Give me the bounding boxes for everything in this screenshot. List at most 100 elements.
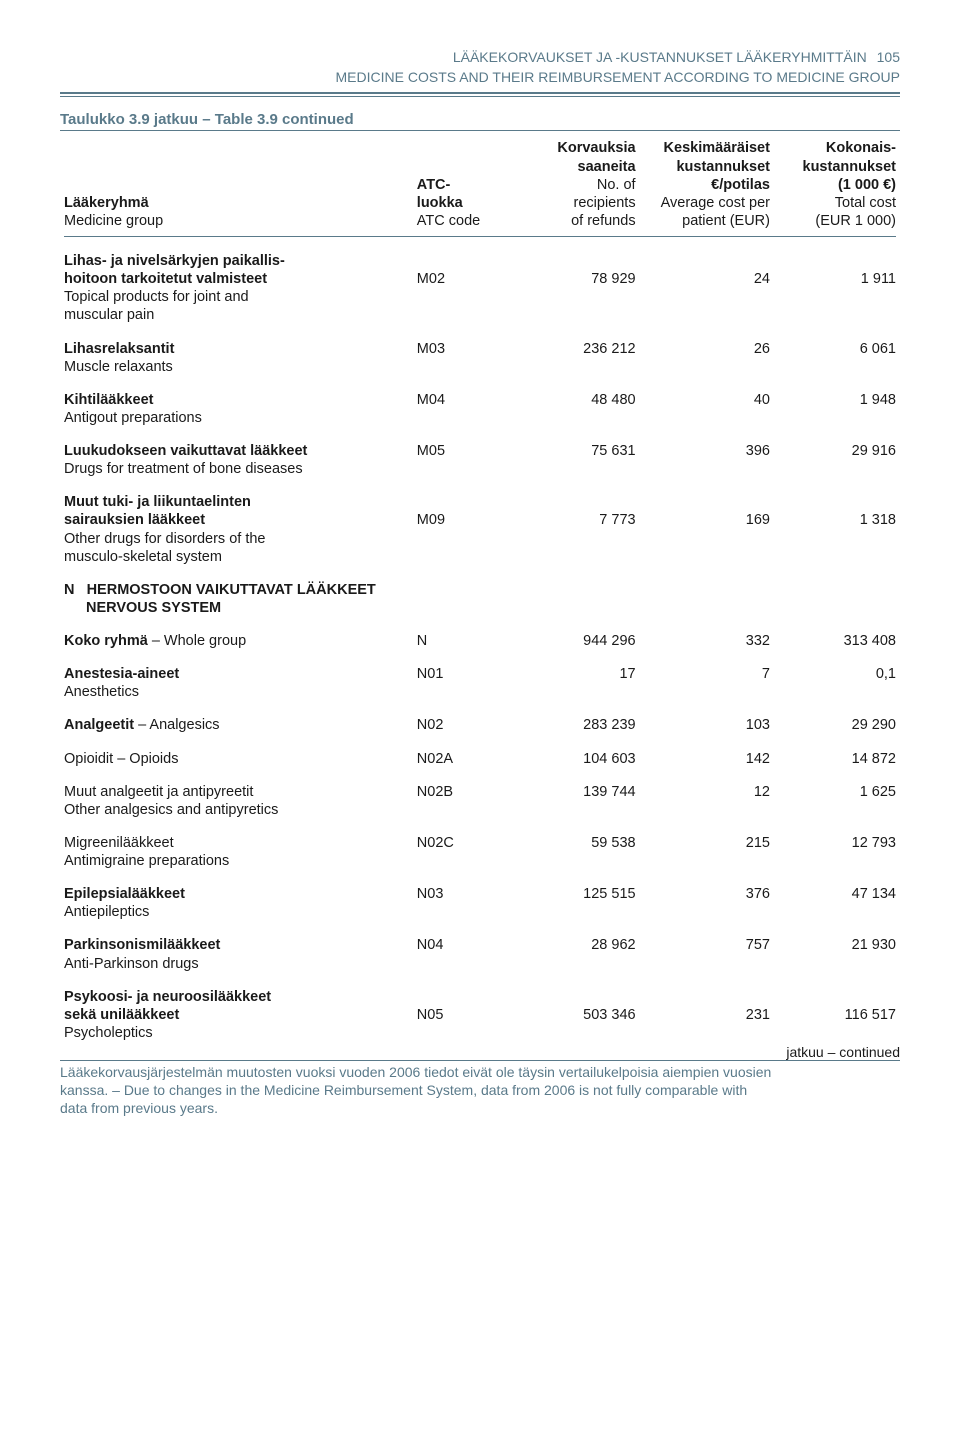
col3-l2: saaneita: [578, 159, 636, 175]
table-row: muscular pain: [60, 306, 900, 324]
col3-l5: of refunds: [571, 213, 636, 229]
cell-total: 47 134: [774, 885, 900, 903]
col5-l2: kustannukset: [803, 159, 896, 175]
col4-l5: patient (EUR): [682, 213, 770, 229]
table-row: Kihtilääkkeet M04 48 480 40 1 948: [60, 391, 900, 409]
table-row: Antiepileptics: [60, 903, 900, 921]
table-row: sekä unilääkkeet N05 503 346 231 116 517: [60, 1006, 900, 1024]
cell-total: 6 061: [774, 340, 900, 358]
col2-l1: ATC-: [417, 177, 451, 193]
footnote-l3: data from previous years.: [60, 1100, 218, 1116]
col1-l1: Lääkeryhmä: [64, 195, 149, 211]
continued-label: jatkuu – continued: [60, 1044, 900, 1060]
cell-total: 313 408: [774, 632, 900, 650]
col5-l5: (EUR 1 000): [815, 213, 896, 229]
cell-total: 14 872: [774, 750, 900, 768]
table-row: Epilepsialääkkeet N03 125 515 376 47 134: [60, 885, 900, 903]
page-header: LÄÄKEKORVAUKSET JA -KUSTANNUKSET LÄÄKERY…: [60, 48, 900, 86]
cell-recipients: 944 296: [505, 632, 639, 650]
row-label: Parkinsonismilääkkeet: [64, 937, 220, 953]
row-label: Lihasrelaksantit: [64, 341, 174, 357]
table-row: Parkinsonismilääkkeet N04 28 962 757 21 …: [60, 936, 900, 954]
table-title: Taulukko 3.9 jatkuu – Table 3.9 continue…: [60, 111, 900, 128]
cell-avg: 231: [640, 1006, 774, 1024]
col-atc: ATC- luokka ATC code: [413, 131, 505, 236]
table-row: Antigout preparations: [60, 409, 900, 427]
cell-recipients: 283 239: [505, 716, 639, 734]
cell-total: 1 948: [774, 391, 900, 409]
cell-atc: N03: [413, 885, 505, 903]
cell-recipients: 59 538: [505, 834, 639, 852]
cell-recipients: 104 603: [505, 750, 639, 768]
row-label: sairauksien lääkkeet: [64, 512, 205, 528]
cell-recipients: 28 962: [505, 936, 639, 954]
cell-atc: N04: [413, 936, 505, 954]
cell-atc: M05: [413, 442, 505, 460]
cell-total: 1 911: [774, 270, 900, 288]
cell-avg: 40: [640, 391, 774, 409]
cell-total: 29 290: [774, 716, 900, 734]
col5-l4: Total cost: [835, 195, 896, 211]
row-label: Anestesia-aineet: [64, 666, 179, 682]
cell-total: 21 930: [774, 936, 900, 954]
section-header: N HERMOSTOON VAIKUTTAVAT LÄÄKKEET NERVOU…: [60, 581, 900, 617]
table-row: Muut tuki- ja liikuntaelinten: [60, 493, 900, 511]
row-sublabel: – Whole group: [148, 633, 246, 649]
row-label: sekä unilääkkeet: [64, 1007, 179, 1023]
table-row: Migreenilääkkeet N02C 59 538 215 12 793: [60, 834, 900, 852]
row-label: Muut tuki- ja liikuntaelinten: [64, 494, 251, 510]
col-medicine-group: Lääkeryhmä Medicine group: [60, 131, 413, 236]
row-label: Analgeetit: [64, 717, 134, 733]
row-label: hoitoon tarkoitetut valmisteet: [64, 271, 267, 287]
cell-recipients: 78 929: [505, 270, 639, 288]
row-sublabel: Antiepileptics: [60, 903, 413, 921]
col3-l1: Korvauksia: [557, 140, 635, 156]
table-row: Anestesia-aineet N01 17 7 0,1: [60, 665, 900, 683]
footnote-l1: Lääkekorvausjärjestelmän muutosten vuoks…: [60, 1064, 771, 1080]
section-letter: N: [64, 582, 74, 598]
table-row: Muut analgeetit ja antipyreetit N02B 139…: [60, 783, 900, 801]
table-row: sairauksien lääkkeet M09 7 773 169 1 318: [60, 511, 900, 529]
row-label: Koko ryhmä: [64, 633, 148, 649]
table-row: Lihasrelaksantit M03 236 212 26 6 061: [60, 340, 900, 358]
table-row: Luukudokseen vaikuttavat lääkkeet M05 75…: [60, 442, 900, 460]
cell-atc: N02: [413, 716, 505, 734]
cell-avg: 7: [640, 665, 774, 683]
header-line1: LÄÄKEKORVAUKSET JA -KUSTANNUKSET LÄÄKERY…: [453, 49, 867, 65]
cell-avg: 103: [640, 716, 774, 734]
cell-recipients: 48 480: [505, 391, 639, 409]
section-title: HERMOSTOON VAIKUTTAVAT LÄÄKKEET: [87, 582, 376, 598]
cell-total: 29 916: [774, 442, 900, 460]
cell-avg: 142: [640, 750, 774, 768]
footnote-l2: kanssa. – Due to changes in the Medicine…: [60, 1082, 747, 1098]
table-row: Lihas- ja nivelsärkyjen paikallis-: [60, 252, 900, 270]
row-label: Migreenilääkkeet: [60, 834, 413, 852]
row-label: Psykoosi- ja neuroosilääkkeet: [64, 989, 271, 1005]
table-row: Koko ryhmä – Whole group N 944 296 332 3…: [60, 632, 900, 650]
col-totalcost: Kokonais- kustannukset (1 000 €) Total c…: [774, 131, 900, 236]
row-sublabel: Anesthetics: [60, 683, 413, 701]
table-row: Analgeetit – Analgesics N02 283 239 103 …: [60, 716, 900, 734]
row-sublabel: Other drugs for disorders of the: [60, 530, 413, 548]
cell-atc: N05: [413, 1006, 505, 1024]
table-row: Other analgesics and antipyretics: [60, 801, 900, 819]
row-sublabel: Antigout preparations: [60, 409, 413, 427]
row-sublabel: Antimigraine preparations: [60, 852, 413, 870]
footer-rule: [60, 1060, 900, 1061]
col5-l3: (1 000 €): [838, 177, 896, 193]
cell-recipients: 503 346: [505, 1006, 639, 1024]
col4-l1: Keskimääräiset: [664, 140, 770, 156]
data-table: Lääkeryhmä Medicine group ATC- luokka AT…: [60, 131, 900, 1042]
cell-atc: N01: [413, 665, 505, 683]
cell-avg: 24: [640, 270, 774, 288]
table-row: Drugs for treatment of bone diseases: [60, 460, 900, 478]
col-recipients: Korvauksia saaneita No. of recipients of…: [505, 131, 639, 236]
header-rule: [60, 92, 900, 97]
row-sublabel: Topical products for joint and: [60, 288, 413, 306]
col4-l3: €/potilas: [711, 177, 770, 193]
cell-total: 12 793: [774, 834, 900, 852]
row-label: Kihtilääkkeet: [64, 392, 153, 408]
row-label: Lihas- ja nivelsärkyjen paikallis-: [64, 253, 285, 269]
table-row: Muscle relaxants: [60, 358, 900, 376]
col2-l2: luokka: [417, 195, 463, 211]
